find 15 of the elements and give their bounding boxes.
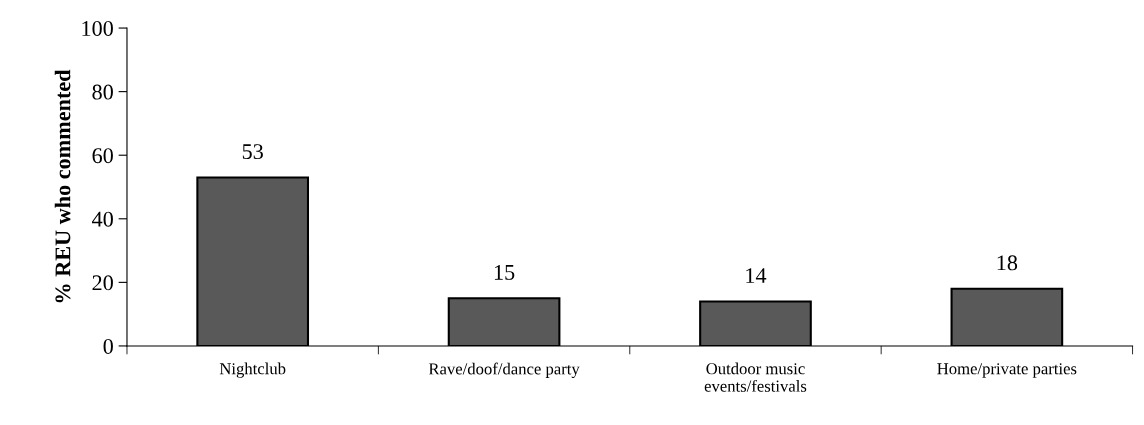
x-tick-label: Outdoor music events/festivals	[704, 362, 807, 392]
data-label: 18	[997, 255, 1018, 271]
x-tick-label: Nightclub	[219, 362, 286, 378]
y-tick-label: 100	[82, 20, 113, 36]
x-tick-label: Rave/doof/dance party	[428, 362, 580, 378]
y-tick-label: 80	[92, 84, 113, 100]
y-tick-label: 60	[92, 148, 113, 164]
y-tick-label: 20	[92, 275, 113, 291]
data-label: 53	[242, 144, 263, 160]
x-tick-label: Home/private parties	[937, 363, 1077, 378]
y-axis-title: % REU who commented	[54, 69, 71, 303]
data-label: 14	[746, 268, 767, 283]
y-tick-label: 0	[103, 338, 113, 354]
y-tick-label: 40	[92, 211, 113, 227]
data-label: 15	[494, 264, 515, 280]
